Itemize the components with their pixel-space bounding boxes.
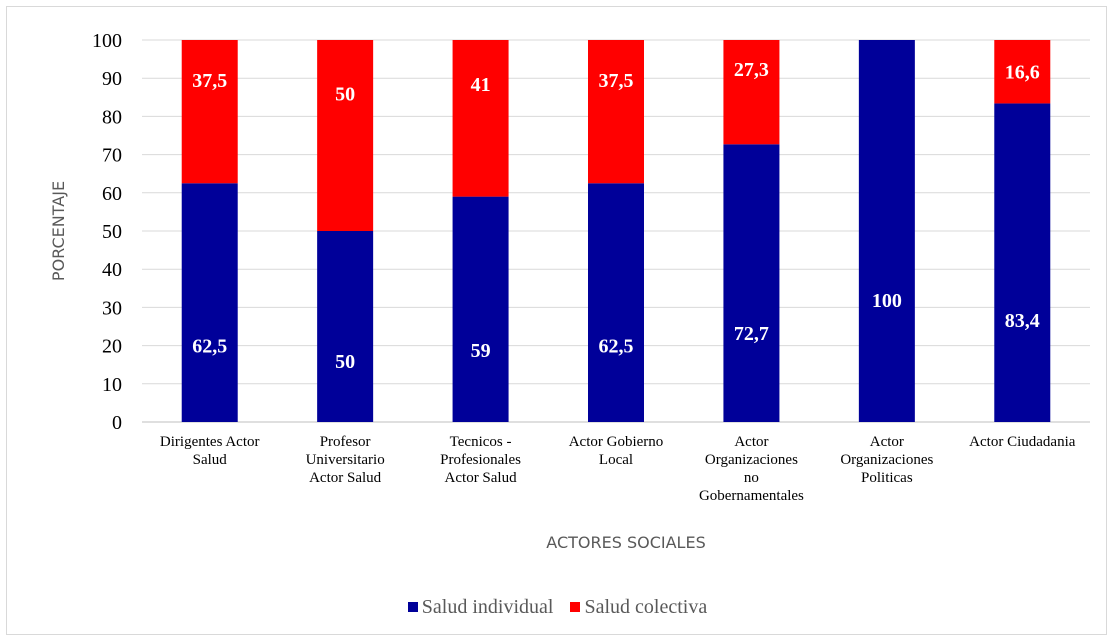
legend-label: Salud colectiva xyxy=(584,596,708,618)
x-category-line: Organizaciones xyxy=(840,452,933,468)
data-label: 16,6 xyxy=(1005,62,1040,84)
x-category-line: no xyxy=(744,470,759,486)
x-category-label: Actor Organizaciones Politicas xyxy=(840,434,933,486)
x-category-line: Organizaciones xyxy=(705,452,798,468)
x-category-line: Tecnicos - xyxy=(450,434,512,450)
y-tick-label: 50 xyxy=(102,221,122,243)
y-axis-title: PORCENTAJE xyxy=(49,181,68,281)
data-label: 37,5 xyxy=(599,70,634,92)
bar-segment xyxy=(588,40,644,184)
x-category-line: Gobernamentales xyxy=(699,488,804,504)
x-category-label: Dirigentes Actor Salud xyxy=(160,434,260,468)
x-category-label: Tecnicos - Profesionales Actor Salud xyxy=(440,434,521,486)
y-tick-label: 70 xyxy=(102,145,122,167)
bar-segment xyxy=(588,183,644,422)
legend-item-salud-individual: Salud individual xyxy=(407,596,554,619)
x-category-line: Actor Gobierno xyxy=(569,434,664,450)
y-tick-label: 30 xyxy=(102,297,122,319)
bar-segment xyxy=(317,40,374,231)
x-category-label: Profesor Universitario Actor Salud xyxy=(306,434,385,486)
x-category-line: Local xyxy=(599,452,633,468)
data-label: 50 xyxy=(335,351,355,373)
legend-label: Salud individual xyxy=(421,596,554,618)
legend-swatch xyxy=(407,602,418,612)
x-category-label: Actor Ciudadania xyxy=(969,434,1076,450)
x-category-line: Politicas xyxy=(861,470,913,486)
y-tick-label: 10 xyxy=(102,374,122,396)
bar-segment xyxy=(452,40,509,197)
x-category-line: Universitario xyxy=(306,452,385,468)
x-category-line: Actor Salud xyxy=(309,470,382,486)
x-category-line: Profesionales xyxy=(440,452,521,468)
legend-swatch xyxy=(570,602,581,612)
data-label: 62,5 xyxy=(599,336,634,358)
x-category-line: Actor xyxy=(870,434,904,450)
y-tick-label: 90 xyxy=(102,68,122,90)
legend-item-salud-colectiva: Salud colectiva xyxy=(570,596,707,619)
y-tick-label: 80 xyxy=(102,106,122,128)
data-label: 72,7 xyxy=(734,323,769,345)
data-label: 83,4 xyxy=(1005,310,1040,332)
x-category-line: Actor Salud xyxy=(445,470,518,486)
data-label: 59 xyxy=(471,340,491,362)
data-label: 37,5 xyxy=(192,70,227,92)
x-category-line: Actor Ciudadania xyxy=(969,434,1076,450)
bar-segment xyxy=(858,40,915,422)
x-category-line: Actor xyxy=(734,434,768,450)
bar-segment xyxy=(723,40,780,145)
x-category-line: Profesor xyxy=(320,434,371,450)
y-tick-label: 60 xyxy=(102,183,122,205)
x-category-label: Actor Gobierno Local xyxy=(569,434,664,468)
data-label: 62,5 xyxy=(192,336,227,358)
bar-segment xyxy=(452,196,509,422)
bar-segment xyxy=(181,40,238,184)
y-tick-label: 40 xyxy=(102,259,122,281)
y-tick-label: 100 xyxy=(92,30,122,52)
data-label: 50 xyxy=(335,83,355,105)
x-axis-title: ACTORES SOCIALES xyxy=(546,533,705,552)
legend: Salud individual Salud colectiva xyxy=(0,596,1115,619)
bar-segment xyxy=(723,144,780,422)
data-label: 41 xyxy=(471,74,491,96)
data-labels: 62,5 37,5 50 50 59 41 62,5 37,5 72,7 27,3 100 83,4 1… xyxy=(192,59,1040,373)
bar-segment xyxy=(317,231,374,422)
y-tick-label: 0 xyxy=(112,412,122,434)
x-category-label: Actor Organizaciones no Gobernamentales xyxy=(699,434,804,504)
bar-segment xyxy=(994,40,1051,104)
bar-segment xyxy=(994,103,1051,423)
y-tick-label: 20 xyxy=(102,336,122,358)
x-category-line: Salud xyxy=(193,452,228,468)
x-category-line: Dirigentes Actor xyxy=(160,434,260,450)
data-label: 27,3 xyxy=(734,59,769,81)
data-label: 100 xyxy=(872,290,902,312)
y-axis-ticks: 0 10 20 30 40 50 60 70 80 90 100 xyxy=(92,30,122,434)
bars xyxy=(181,40,1051,423)
bar-segment xyxy=(181,183,238,422)
x-axis-categories: Dirigentes Actor Salud Profesor Universitar… xyxy=(160,434,1076,504)
